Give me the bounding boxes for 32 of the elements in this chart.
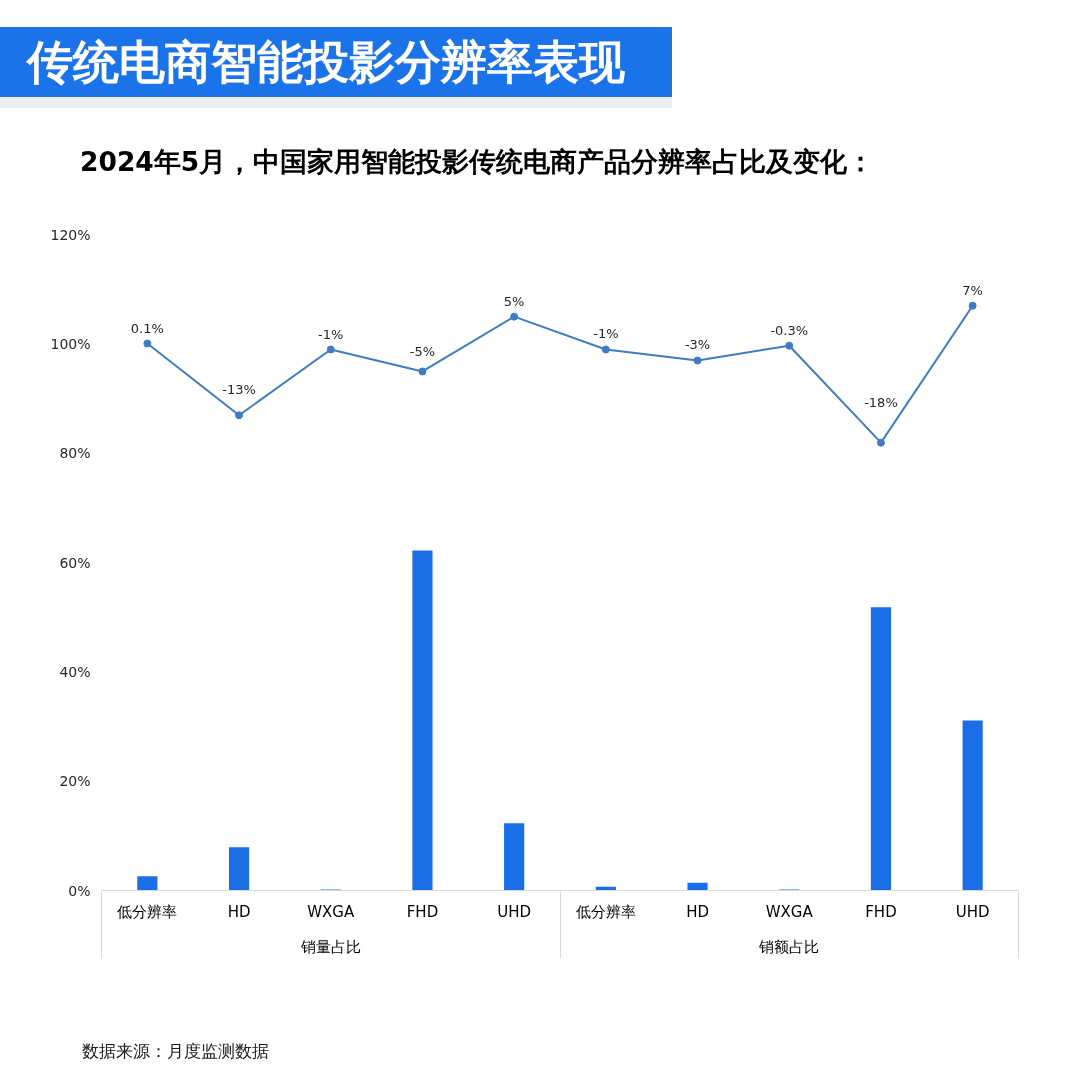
data-label: 0.1% [130,320,164,336]
data-label: 5% [503,293,525,309]
x-tick-label: WXGA [765,902,814,921]
y-tick-label: 60% [59,554,91,571]
x-tick-label: 低分辨率 [575,902,636,921]
data-label: 7% [962,282,983,298]
text: 销量占比 [299,937,361,956]
data-label: -18% [864,395,898,411]
x-tick-label: WXGA [307,902,355,921]
y-tick-label: 40% [59,663,91,680]
x-tick-label: UHD [497,902,532,921]
y-tick-label: 80% [59,445,91,462]
data-label: -1% [318,326,344,342]
x-tick-label: 低分辨率 [117,902,178,921]
data-label: -1% [593,326,619,342]
y-tick-label: 20% [59,773,91,790]
data-label: -5% [409,344,436,360]
y-tick-label: 0% [68,882,91,899]
data-label: -13% [222,381,256,397]
x-tick-label: UHD [955,902,990,921]
source-note: 数据来源：月度监测数据 [82,1040,269,1063]
chart-subtitle: 2024年5月，中国家用智能投影传统电商产品分辨率占比及变化： [80,145,875,179]
y-tick-label: 100% [50,335,91,352]
data-label: -3% [684,337,711,353]
x-tick-label: FHD [406,902,439,921]
data-label: -0.3% [770,322,809,338]
x-tick-label: HD [686,902,709,921]
text: 销额占比 [758,937,820,956]
y-tick-label: 120% [50,226,91,243]
x-tick-label: FHD [865,902,897,921]
chart-title: 传统电商智能投影分辨率表现 [27,34,625,91]
x-tick-label: HD [227,902,251,921]
